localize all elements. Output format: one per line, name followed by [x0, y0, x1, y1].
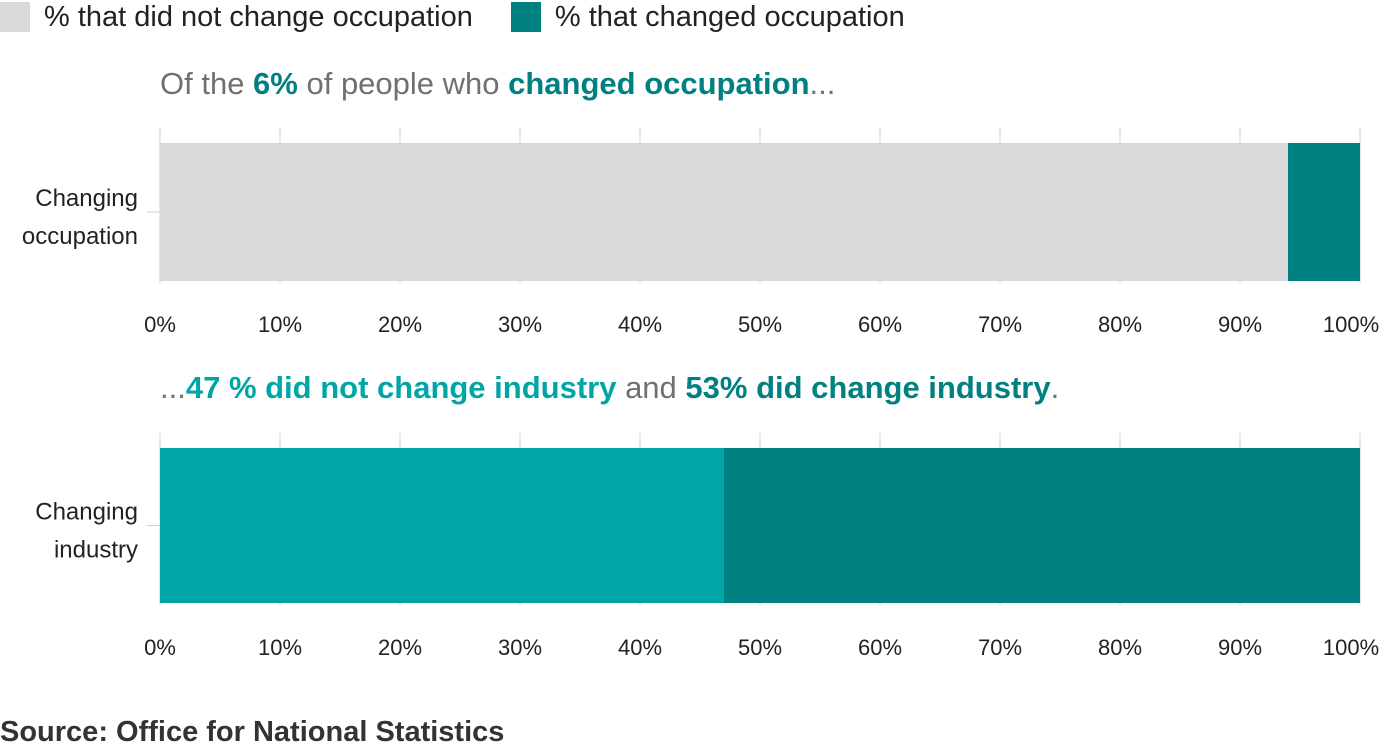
x-tick-label: 30% [498, 635, 542, 660]
x-tick-label: 90% [1218, 635, 1262, 660]
x-tick-label: 20% [378, 635, 422, 660]
title-segment: ... [160, 370, 186, 405]
x-tick-label: 60% [858, 635, 902, 660]
legend-swatch [0, 2, 30, 32]
x-tick-label: 60% [858, 312, 902, 337]
category-label: Changing industry [35, 499, 138, 564]
x-tick-label: 100% [1323, 312, 1379, 337]
title-segment: . [1050, 370, 1060, 405]
x-tick-label: 30% [498, 312, 542, 337]
title-segment: of people who [297, 66, 509, 101]
x-tick-label: 40% [618, 312, 662, 337]
x-tick-label: 20% [378, 312, 422, 337]
title-segment: and [616, 370, 686, 405]
stacked-bar-charts: Changing occupation 0% 10% 20% 30% 40% 50% 60% 70… [22, 128, 1379, 660]
category-label-line: Changing [35, 185, 138, 212]
x-tick-label: 90% [1218, 312, 1262, 337]
category-label-line: occupation [22, 223, 138, 250]
x-tick-label: 40% [618, 635, 662, 660]
x-tick-label: 0% [144, 635, 176, 660]
title-segment: 53% did change industry [685, 370, 1051, 405]
legend-swatch [510, 2, 541, 32]
top-panel-title: Of the 6% of people who changed occupati… [160, 66, 835, 102]
bar-segment [160, 448, 724, 603]
title-segment: Of the [160, 66, 254, 101]
legend-label: % that did not change occupation [44, 0, 473, 33]
legend: % that did not change occupation % that c… [0, 0, 943, 34]
x-tick-label: 10% [258, 312, 302, 337]
legend-item: % that changed occupation [510, 0, 905, 34]
category-label-line: industry [54, 537, 138, 564]
legend-label: % that changed occupation [554, 0, 905, 33]
legend-item: % that did not change occupation [0, 1, 473, 34]
x-tick-label: 50% [738, 312, 782, 337]
x-tick-label: 80% [1098, 635, 1142, 660]
title-segment: changed occupation [508, 66, 810, 101]
bottom-panel-title: ...47 % did not change industry and 53% … [160, 370, 1059, 406]
title-segment: ... [809, 66, 836, 101]
x-tick-label: 10% [258, 635, 302, 660]
title-segment: 47 % did not change industry [185, 370, 617, 405]
x-tick-label: 100% [1323, 635, 1379, 660]
bar-segment [160, 143, 1288, 281]
x-tick-label: 80% [1098, 312, 1142, 337]
source-note: Source: Office for National Statistics [0, 716, 505, 748]
x-tick-label: 70% [978, 312, 1022, 337]
title-segment: 6% [253, 66, 298, 101]
bar-segment [724, 448, 1360, 603]
x-tick-label: 70% [978, 635, 1022, 660]
category-label-line: Changing [35, 499, 138, 526]
category-label: Changing occupation [22, 185, 138, 250]
bar-segment [1288, 143, 1360, 281]
x-tick-label: 0% [144, 312, 176, 337]
x-tick-label: 50% [738, 635, 782, 660]
